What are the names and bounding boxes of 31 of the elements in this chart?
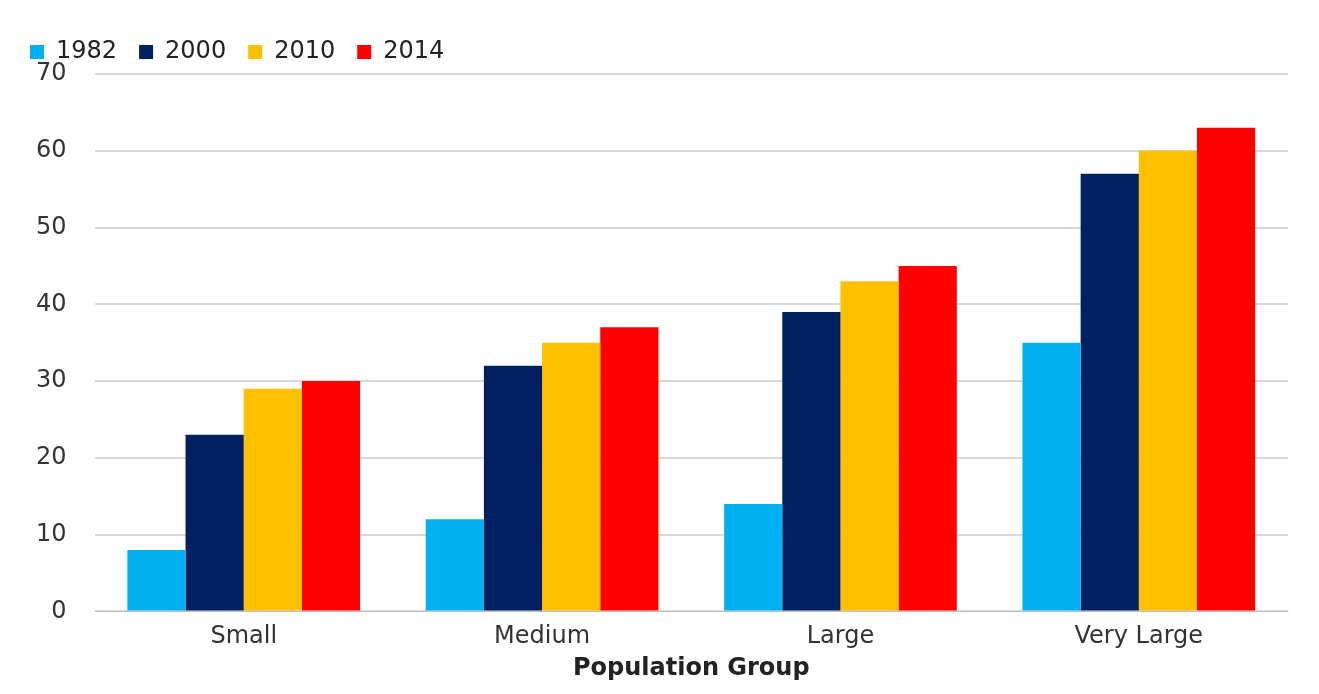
legend-label: 2014	[383, 36, 445, 65]
bar	[483, 365, 543, 611]
y-tick-label: 10	[35, 518, 67, 547]
bar	[1197, 127, 1256, 611]
bar	[542, 342, 601, 611]
x-tick-label: Medium	[494, 621, 591, 650]
bar	[243, 388, 302, 611]
bar	[724, 503, 783, 611]
legend-label: 2010	[274, 36, 336, 65]
bar	[782, 311, 841, 611]
x-tick-label: Small	[210, 621, 278, 650]
bar	[1138, 150, 1197, 611]
y-tick-label: 30	[35, 365, 67, 394]
legend-label: 2000	[165, 36, 227, 65]
bar	[898, 265, 957, 611]
bar	[840, 281, 899, 611]
y-tick-label: 50	[35, 211, 67, 240]
x-tick-label: Large	[806, 621, 875, 650]
y-tick-label: 20	[35, 442, 67, 471]
y-tick-label: 0	[51, 595, 67, 624]
y-tick-label: 40	[35, 288, 67, 317]
bar	[301, 381, 361, 611]
bar	[185, 434, 244, 611]
bar	[1022, 342, 1081, 611]
bar	[600, 327, 659, 611]
x-tick-label: Very Large	[1074, 621, 1204, 650]
x-axis-title: Population Group	[572, 652, 810, 681]
y-tick-label: 60	[35, 135, 67, 164]
bar	[127, 549, 186, 611]
bar	[425, 519, 484, 611]
bar	[1080, 173, 1139, 611]
